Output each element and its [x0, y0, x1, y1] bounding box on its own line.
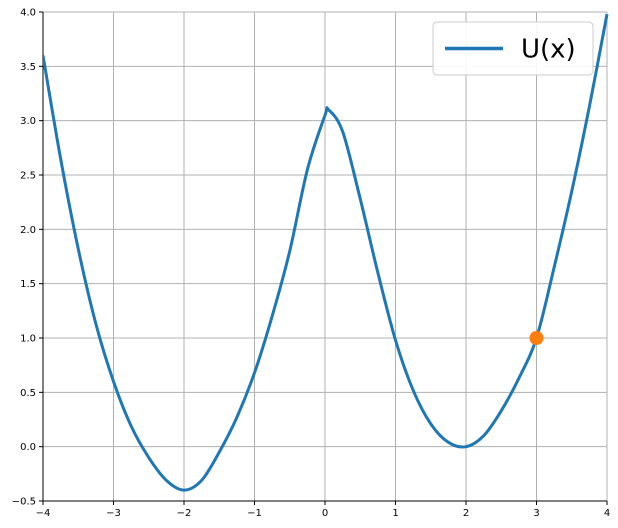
- series-line: [43, 13, 609, 492]
- y-tick-label: 1.0: [20, 334, 36, 345]
- y-tick-label: 0.0: [20, 442, 36, 453]
- x-tick-label: −4: [36, 508, 51, 519]
- y-tick-label: 3.0: [20, 116, 36, 127]
- series: [43, 13, 609, 492]
- scatter-point: [529, 331, 544, 345]
- y-tick-label: 2.0: [20, 225, 36, 236]
- y-tick-label: 2.5: [20, 171, 36, 182]
- y-tick-label: 0.5: [20, 388, 36, 399]
- y-tick-label: 1.5: [20, 279, 36, 290]
- x-tick-label: −2: [177, 508, 192, 519]
- x-tick-label: −1: [247, 508, 262, 519]
- y-tick-label: 4.0: [20, 8, 36, 19]
- x-tick-label: 0: [322, 508, 328, 519]
- x-tick-label: 3: [533, 508, 539, 519]
- x-tick-label: −3: [106, 508, 121, 519]
- x-tick-label: 1: [392, 508, 398, 519]
- legend-label: U(x): [521, 35, 576, 65]
- grid: [42, 11, 608, 502]
- ticks: −4 −3 −2 −1 0 1 2 3 4 −0.5 0.0 0.5 1.0 1.5 2.0 2.5 3.0 3.…: [12, 8, 610, 520]
- legend: U(x): [432, 21, 594, 76]
- y-tick-label: −0.5: [12, 497, 36, 508]
- legend-box: [432, 21, 594, 76]
- x-tick-label: 4: [604, 508, 610, 519]
- x-tick-label: 2: [463, 508, 469, 519]
- y-tick-label: 3.5: [20, 62, 36, 73]
